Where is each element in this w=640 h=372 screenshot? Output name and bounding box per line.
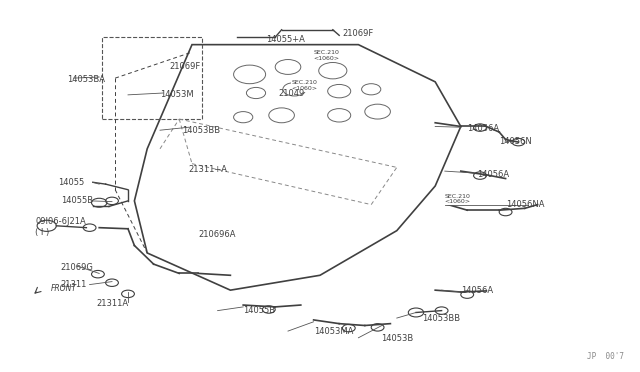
Text: SEC.210
<1060>: SEC.210 <1060> xyxy=(445,193,471,205)
Text: 14056NA: 14056NA xyxy=(506,200,544,209)
Text: 14053MA: 14053MA xyxy=(314,327,353,336)
Text: 21311A: 21311A xyxy=(96,299,128,308)
Text: 14056A: 14056A xyxy=(461,286,493,295)
Text: JP  00'7: JP 00'7 xyxy=(587,352,624,361)
Text: 14055B: 14055B xyxy=(243,306,275,315)
Text: 14053BB: 14053BB xyxy=(182,126,221,135)
Text: 21069F: 21069F xyxy=(170,62,201,71)
Text: FRONT: FRONT xyxy=(51,284,77,293)
Text: 14056A: 14056A xyxy=(477,170,509,179)
Text: 210696A: 210696A xyxy=(198,230,236,239)
Text: 14053BA: 14053BA xyxy=(67,76,105,84)
Text: 14053B: 14053B xyxy=(381,334,413,343)
Text: 14056A: 14056A xyxy=(467,124,499,133)
Text: 14055: 14055 xyxy=(58,178,84,187)
Text: 14055+A: 14055+A xyxy=(266,35,305,44)
Text: 14053M: 14053M xyxy=(160,90,194,99)
Text: 14053BB: 14053BB xyxy=(422,314,461,323)
Text: 21069F: 21069F xyxy=(342,29,374,38)
Text: 21311+A: 21311+A xyxy=(189,165,228,174)
Text: SEC.210
<1060>: SEC.210 <1060> xyxy=(291,80,317,91)
Text: 21069G: 21069G xyxy=(61,263,93,272)
Text: 21311: 21311 xyxy=(61,280,87,289)
Text: SEC.210
<1060>: SEC.210 <1060> xyxy=(314,50,340,61)
Text: 09I06-6J21A
( I ): 09I06-6J21A ( I ) xyxy=(35,217,86,237)
Text: 14055B: 14055B xyxy=(61,196,93,205)
Text: 14056N: 14056N xyxy=(499,137,532,146)
Text: 21049: 21049 xyxy=(278,89,305,97)
